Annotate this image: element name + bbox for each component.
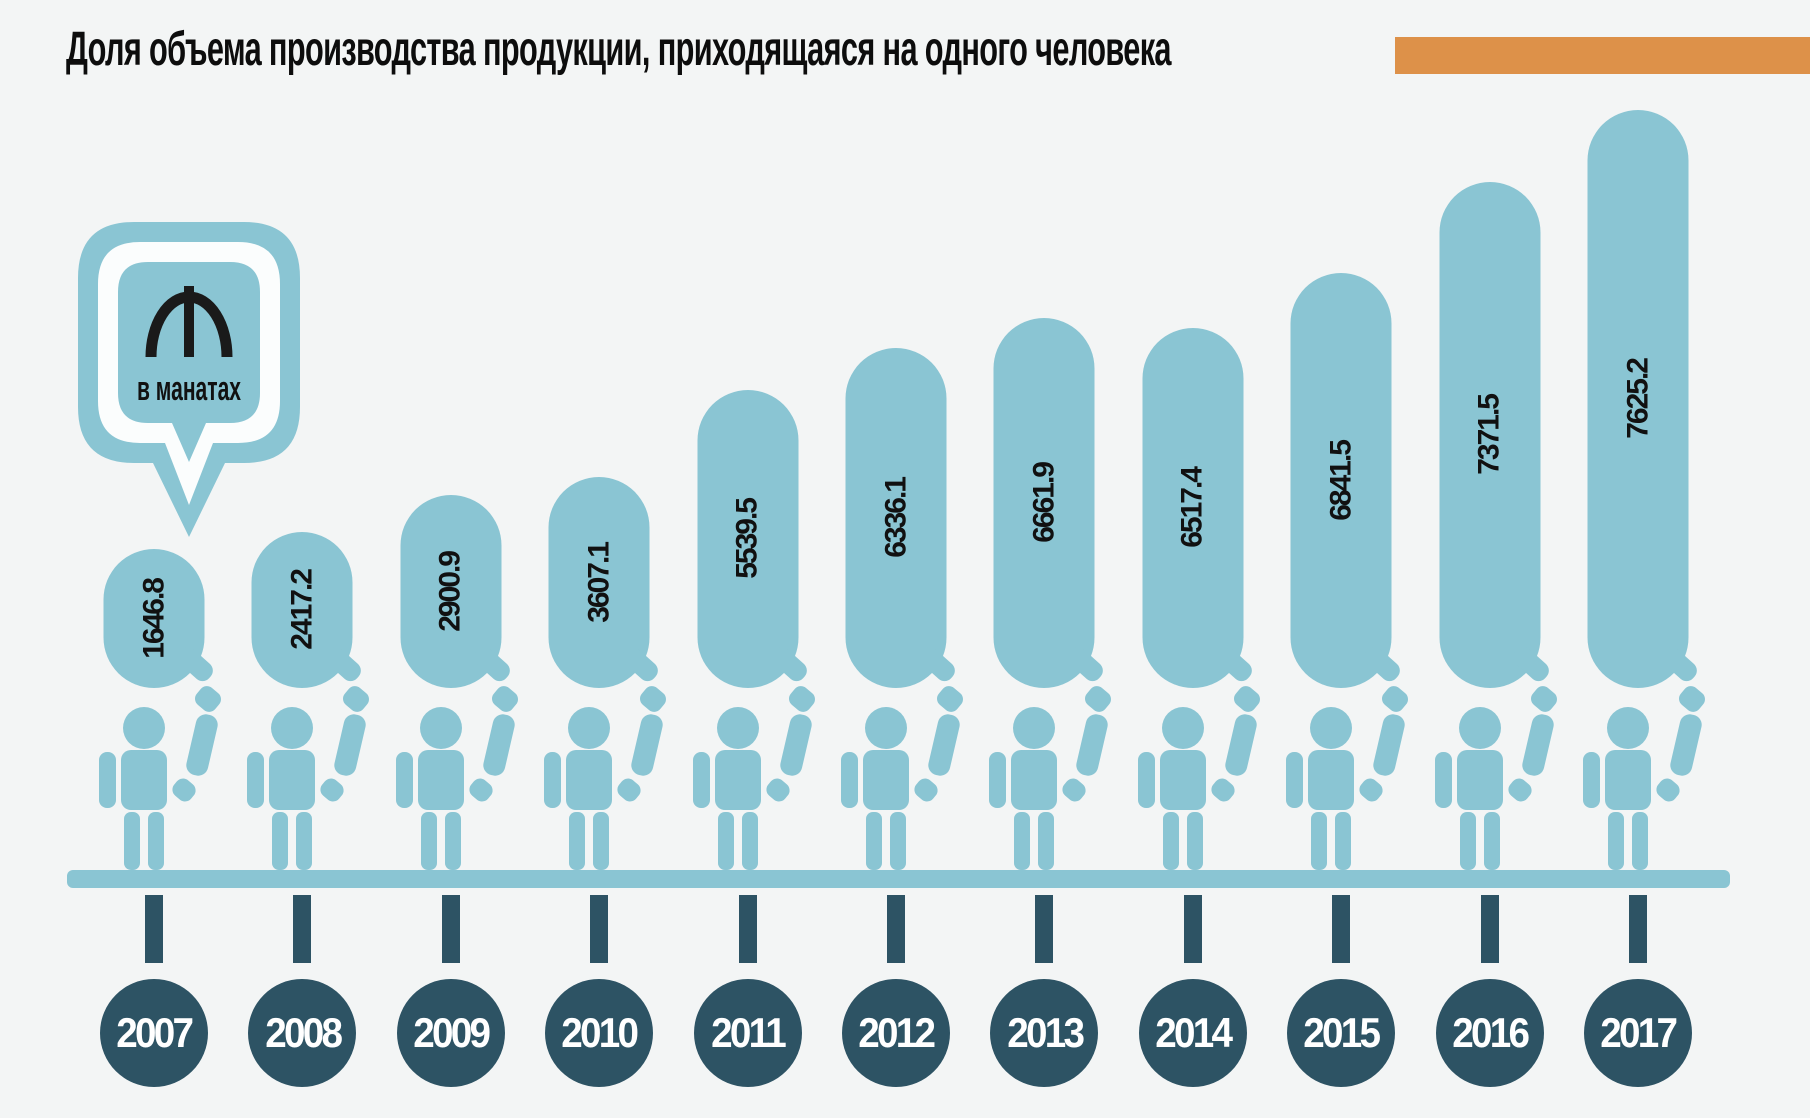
person-icon — [79, 640, 229, 870]
legend-inner-bubble — [118, 262, 260, 462]
manat-sign-icon — [145, 286, 233, 358]
year-label: 2010 — [561, 1009, 640, 1056]
person-icon — [376, 640, 526, 870]
value-label: 6661.9 — [1027, 463, 1061, 543]
title-accent-bar — [1395, 37, 1810, 74]
value-label: 6336.1 — [879, 478, 912, 558]
year-label: 2012 — [858, 1009, 937, 1056]
timeline-tick — [1035, 895, 1054, 963]
year-badge: 2012 — [842, 979, 950, 1087]
person-icon — [1563, 640, 1713, 870]
value-bar: 6661.9 — [993, 318, 1095, 688]
column-2014: 6517.4 2014 — [1119, 0, 1267, 1118]
timeline-tick — [738, 895, 757, 963]
year-badge: 2016 — [1435, 979, 1544, 1087]
timeline-tick — [590, 895, 609, 963]
value-label: 6841.5 — [1324, 440, 1358, 521]
value-label: 7371.5 — [1472, 395, 1506, 475]
value-bar: 7625.2 — [1587, 110, 1689, 688]
year-badge: 2011 — [693, 979, 802, 1087]
legend-bubble: в манатах — [78, 222, 300, 537]
column-2017: 7625.2 2017 — [1564, 0, 1712, 1118]
value-bar: 6841.5 — [1290, 273, 1392, 688]
timeline-tick — [1332, 895, 1351, 963]
value-label: 3607.1 — [582, 542, 616, 623]
timeline-tick — [887, 895, 905, 963]
column-2012: 6336.1 2012 — [822, 0, 970, 1118]
timeline-tick — [441, 895, 460, 963]
value-bar: 6517.4 — [1142, 328, 1244, 688]
person-icon — [969, 640, 1119, 870]
value-label: 6517.4 — [1175, 468, 1209, 548]
timeline-tick — [1629, 895, 1647, 963]
year-label: 2015 — [1303, 1009, 1382, 1056]
timeline-tick — [1480, 895, 1499, 963]
year-badge: 2013 — [990, 979, 1099, 1087]
column-2015: 6841.5 2015 — [1267, 0, 1415, 1118]
timeline-tick — [145, 895, 163, 963]
value-label: 2417.2 — [285, 570, 319, 650]
year-badge: 2008 — [248, 979, 357, 1087]
value-label: 7625.2 — [1621, 359, 1654, 439]
year-label: 2017 — [1600, 1009, 1679, 1056]
value-bar: 5539.5 — [697, 390, 799, 688]
column-2010: 3607.1 2010 — [525, 0, 673, 1118]
year-label: 2013 — [1006, 1009, 1085, 1056]
year-label: 2009 — [413, 1009, 491, 1056]
year-badge: 2007 — [100, 979, 208, 1087]
person-icon — [1266, 640, 1416, 870]
year-badge: 2010 — [545, 979, 654, 1087]
person-icon — [1118, 640, 1268, 870]
year-badge: 2009 — [396, 979, 505, 1087]
legend-unit-label: в манатах — [137, 369, 241, 407]
year-badge: 2015 — [1287, 979, 1396, 1087]
person-icon — [227, 640, 377, 870]
column-2011: 5539.5 2011 — [674, 0, 822, 1118]
person-icon — [524, 640, 674, 870]
value-label: 5539.5 — [730, 499, 764, 579]
value-bar: 6336.1 — [845, 348, 947, 688]
year-label: 2016 — [1452, 1009, 1530, 1056]
person-icon — [673, 640, 823, 870]
timeline-tick — [1183, 895, 1202, 963]
value-bar: 7371.5 — [1439, 182, 1541, 688]
column-2016: 7371.5 2016 — [1416, 0, 1564, 1118]
column-2013: 6661.9 2013 — [970, 0, 1118, 1118]
column-2008: 2417.2 2008 — [228, 0, 376, 1118]
timeline-baseline — [67, 870, 1730, 888]
value-label: 2900.9 — [433, 551, 467, 632]
person-icon — [1415, 640, 1565, 870]
column-2007: 1646.8 2007 — [80, 0, 228, 1118]
page-title: Доля объема производства продукции, прих… — [66, 23, 1172, 76]
year-label: 2014 — [1155, 1009, 1233, 1056]
year-label: 2008 — [264, 1009, 343, 1056]
column-2009: 2900.9 2009 — [377, 0, 525, 1118]
year-label: 2007 — [116, 1009, 195, 1056]
person-icon — [821, 640, 971, 870]
year-badge: 2017 — [1584, 979, 1692, 1087]
timeline-tick — [293, 895, 312, 963]
year-label: 2011 — [711, 1009, 787, 1056]
year-badge: 2014 — [1138, 979, 1247, 1087]
